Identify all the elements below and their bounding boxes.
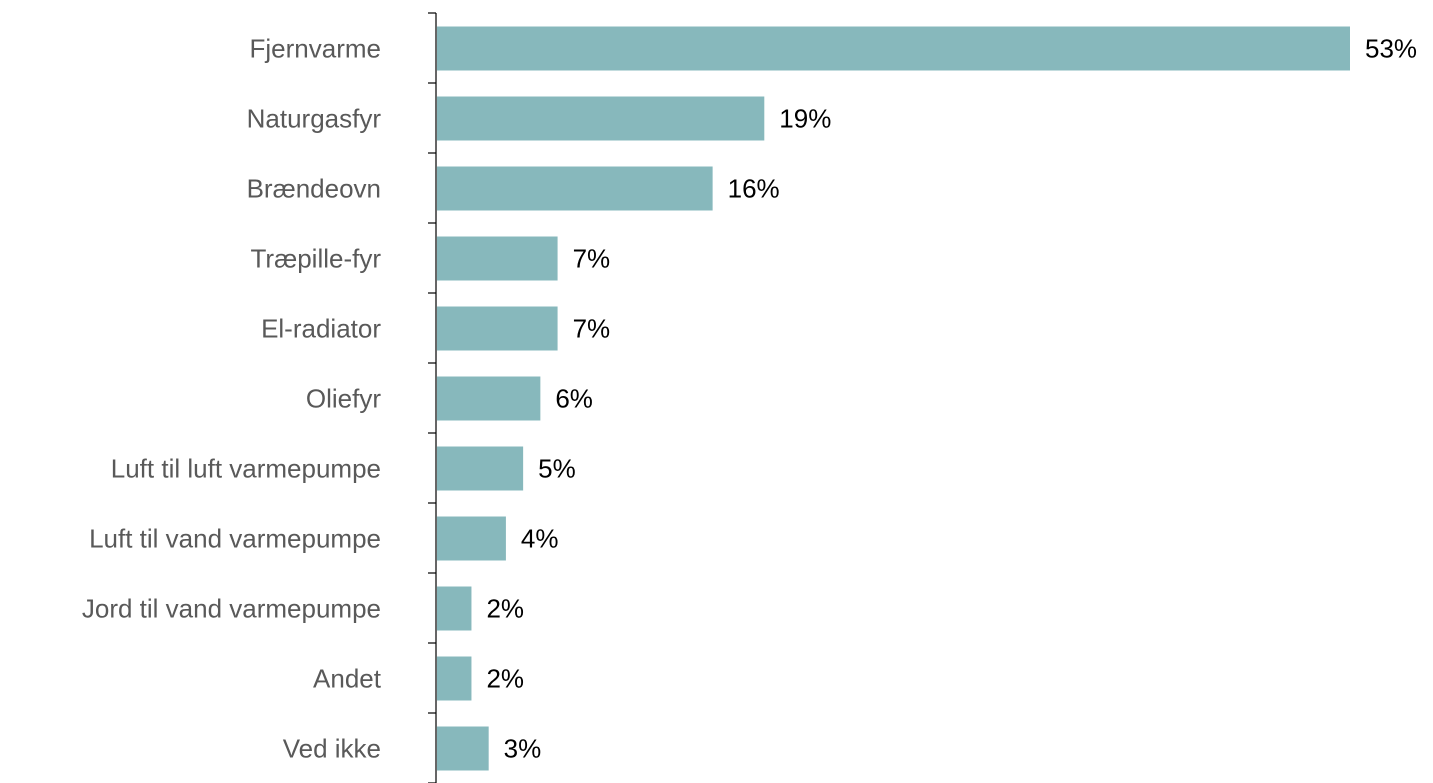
value-label: 4%: [521, 524, 559, 554]
bars: [437, 26, 1350, 771]
category-label: Andet: [313, 664, 382, 694]
category-label: El-radiator: [261, 314, 381, 344]
category-label: Brændeovn: [247, 174, 381, 204]
bar: [437, 96, 765, 141]
bar: [437, 726, 489, 771]
value-label: 2%: [486, 594, 524, 624]
category-label: Oliefyr: [306, 384, 381, 414]
bar: [437, 516, 506, 561]
bar: [437, 26, 1350, 71]
category-label: Træpille-fyr: [251, 244, 382, 274]
category-label: Luft til luft varmepumpe: [111, 454, 381, 484]
value-label: 19%: [779, 104, 831, 134]
bar: [437, 446, 524, 491]
value-label: 16%: [728, 174, 780, 204]
value-label: 6%: [555, 384, 593, 414]
bar: [437, 656, 472, 701]
value-labels: 53% 19% 16% 7% 7% 6% 5% 4% 2% 2% 3%: [486, 34, 1417, 764]
bar: [437, 166, 713, 211]
category-label: Ved ikke: [283, 734, 381, 764]
category-label: Luft til vand varmepumpe: [89, 524, 381, 554]
category-axis: [428, 12, 437, 783]
bar: [437, 236, 558, 281]
value-label: 53%: [1365, 34, 1417, 64]
value-label: 2%: [486, 664, 524, 694]
category-label: Fjernvarme: [250, 34, 381, 64]
value-label: 7%: [573, 244, 611, 274]
bar: [437, 376, 541, 421]
value-label: 7%: [573, 314, 611, 344]
category-label: Jord til vand varmepumpe: [82, 594, 381, 624]
bar: [437, 306, 558, 351]
bar: [437, 586, 472, 631]
category-labels: Fjernvarme Naturgasfyr Brændeovn Træpille-f…: [82, 34, 382, 764]
value-label: 3%: [504, 734, 542, 764]
category-label: Naturgasfyr: [247, 104, 382, 134]
value-label: 5%: [538, 454, 576, 484]
